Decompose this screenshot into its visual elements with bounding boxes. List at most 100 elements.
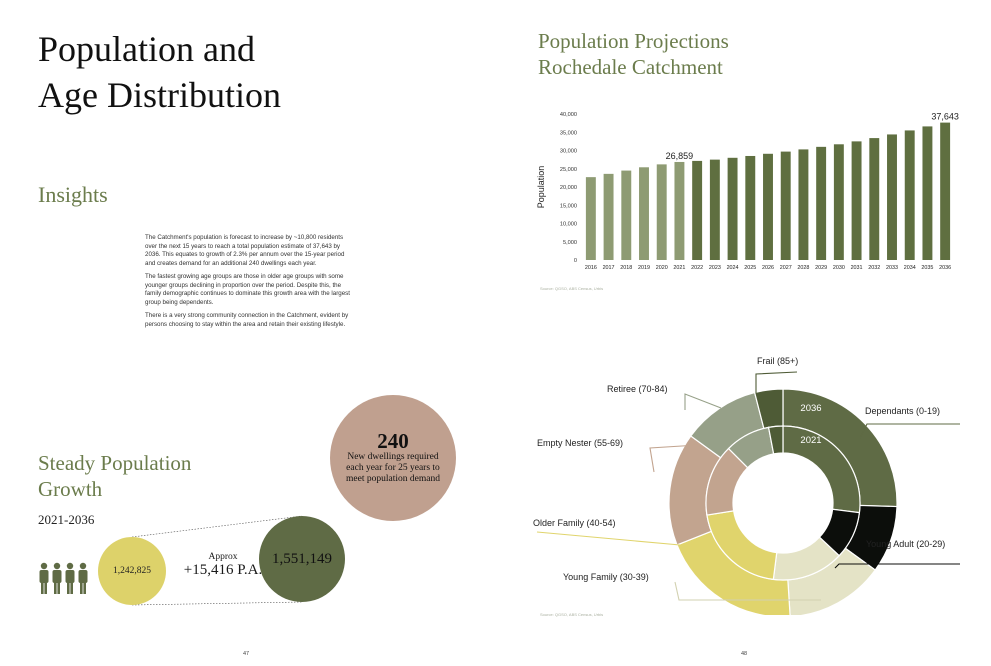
donut-chart-source: Source: QGSO, ABS Census, Urbis <box>540 612 604 617</box>
age-distribution-donut: 2036 2021 Dependants (0-19) Young Adult (20… <box>533 356 960 615</box>
x-tick-label: 2036 <box>939 265 951 271</box>
category-label-3: Older Family (40-54) <box>533 518 616 528</box>
bar-chart-source: Source: QGSO, ABS Census, Urbis <box>540 286 604 291</box>
bar-2018 <box>621 170 632 260</box>
x-tick-label: 2027 <box>780 265 792 271</box>
steady-growth-heading: Steady Population Growth <box>38 450 258 502</box>
leader-line-2 <box>674 581 821 601</box>
y-tick-label: 35,000 <box>560 130 577 136</box>
category-label-4: Empty Nester (55-69) <box>537 438 623 448</box>
bar-2035 <box>922 126 933 260</box>
x-tick-label: 2029 <box>815 265 827 271</box>
bar-2025 <box>745 155 756 260</box>
leader-line-4 <box>649 444 699 473</box>
bar-2027 <box>780 151 791 260</box>
steady-growth-line2: Growth <box>38 477 103 501</box>
bar-2030 <box>833 144 844 260</box>
bar-2034 <box>904 130 915 260</box>
x-tick-label: 2025 <box>744 265 756 271</box>
category-label-2: Young Family (30-39) <box>563 572 649 582</box>
dwellings-text: New dwellings required each year for 25 … <box>346 452 440 484</box>
y-tick-label: 40,000 <box>560 112 577 118</box>
bar-2020 <box>656 164 667 260</box>
bar-2019 <box>639 167 649 260</box>
bar-2016 <box>585 177 596 260</box>
people-group-icon <box>39 562 88 594</box>
dwellings-number: 240 <box>377 429 409 453</box>
leader-line-3 <box>536 531 681 546</box>
page-title: Population and Age Distribution <box>38 26 281 118</box>
bar-2017 <box>603 173 614 260</box>
page-number-left: 47 <box>243 651 250 657</box>
x-tick-label: 2026 <box>762 265 774 271</box>
approx-label: Approx <box>208 552 238 562</box>
x-tick-label: 2018 <box>620 265 632 271</box>
x-tick-label: 2031 <box>851 265 863 271</box>
bar-2036 <box>940 122 951 260</box>
population-2021-circle: 1,242,825 <box>98 537 166 605</box>
bar-2032 <box>869 138 880 260</box>
y-tick-label: 15,000 <box>560 203 577 209</box>
x-tick-label: 2019 <box>638 265 650 271</box>
x-tick-label: 2028 <box>797 265 809 271</box>
population-2036-value: 1,551,149 <box>272 550 332 567</box>
bar-2028 <box>798 149 809 260</box>
bar-2029 <box>816 146 827 260</box>
bar-2031 <box>851 141 862 260</box>
y-tick-label: 20,000 <box>560 185 577 191</box>
leader-line-6 <box>755 371 798 393</box>
x-tick-label: 2023 <box>709 265 721 271</box>
leader-line-5 <box>684 393 722 410</box>
category-label-1: Young Adult (20-29) <box>866 539 945 549</box>
bar-2021 <box>674 161 685 260</box>
insight-paragraph: The fastest growing age groups are those… <box>145 273 350 306</box>
x-tick-label: 2033 <box>886 265 898 271</box>
bar-2023 <box>709 159 720 260</box>
bar-2026 <box>763 153 773 260</box>
y-tick-label: 25,000 <box>560 167 577 173</box>
y-tick-label: 5,000 <box>563 240 577 246</box>
population-2036-circle: 1,551,149 <box>259 516 345 602</box>
insight-paragraph: The Catchment's population is forecast t… <box>145 234 345 267</box>
page-title-line2: Age Distribution <box>38 75 281 115</box>
projections-title-line2: Rochedale Catchment <box>538 55 723 79</box>
y-tick-label: 10,000 <box>560 222 577 228</box>
category-label-5: Retiree (70-84) <box>607 384 668 394</box>
bar-2033 <box>887 134 897 260</box>
insights-text: The Catchment's population is forecast t… <box>145 234 350 334</box>
ring-label-2021: 2021 <box>800 435 821 446</box>
approx-growth: Approx +15,416 P.A. <box>183 552 263 579</box>
steady-growth-line1: Steady Population <box>38 451 192 475</box>
donut-slice-2021-6 <box>767 425 784 455</box>
dwellings-circle: 240 New dwellings required each year for… <box>330 395 456 521</box>
x-tick-label: 2016 <box>585 265 597 271</box>
leader-line-1 <box>834 563 960 569</box>
x-tick-label: 2032 <box>868 265 880 271</box>
projections-title: Population Projections Rochedale Catchme… <box>538 28 729 80</box>
y-tick-label: 30,000 <box>560 149 577 155</box>
category-label-0: Dependants (0-19) <box>865 406 940 416</box>
approx-value: +15,416 P.A. <box>183 562 263 578</box>
insight-paragraph: There is a very strong community connect… <box>145 312 349 328</box>
category-label-6: Frail (85+) <box>757 356 798 366</box>
x-tick-label: 2024 <box>727 265 739 271</box>
bar-2022 <box>692 160 703 260</box>
y-tick-label: 0 <box>574 258 577 264</box>
growth-years: 2021-2036 <box>38 512 95 527</box>
page-number-right: 48 <box>741 651 748 657</box>
ring-label-2036: 2036 <box>800 403 821 414</box>
population-bar-chart: Population 0 5,000 10,000 15,000 20,000 25,000… <box>536 112 959 271</box>
x-tick-label: 2021 <box>673 265 685 271</box>
x-tick-label: 2035 <box>921 265 933 271</box>
x-tick-label: 2020 <box>656 265 668 271</box>
bar-2024 <box>727 157 738 260</box>
x-tick-label: 2034 <box>904 265 916 271</box>
projections-title-line1: Population Projections <box>538 29 729 53</box>
population-2021-value: 1,242,825 <box>113 566 151 576</box>
x-tick-label: 2017 <box>603 265 615 271</box>
page-title-line1: Population and <box>38 29 255 69</box>
y-axis-title: Population <box>536 166 546 209</box>
x-tick-label: 2030 <box>833 265 845 271</box>
leader-line-0 <box>859 423 960 439</box>
